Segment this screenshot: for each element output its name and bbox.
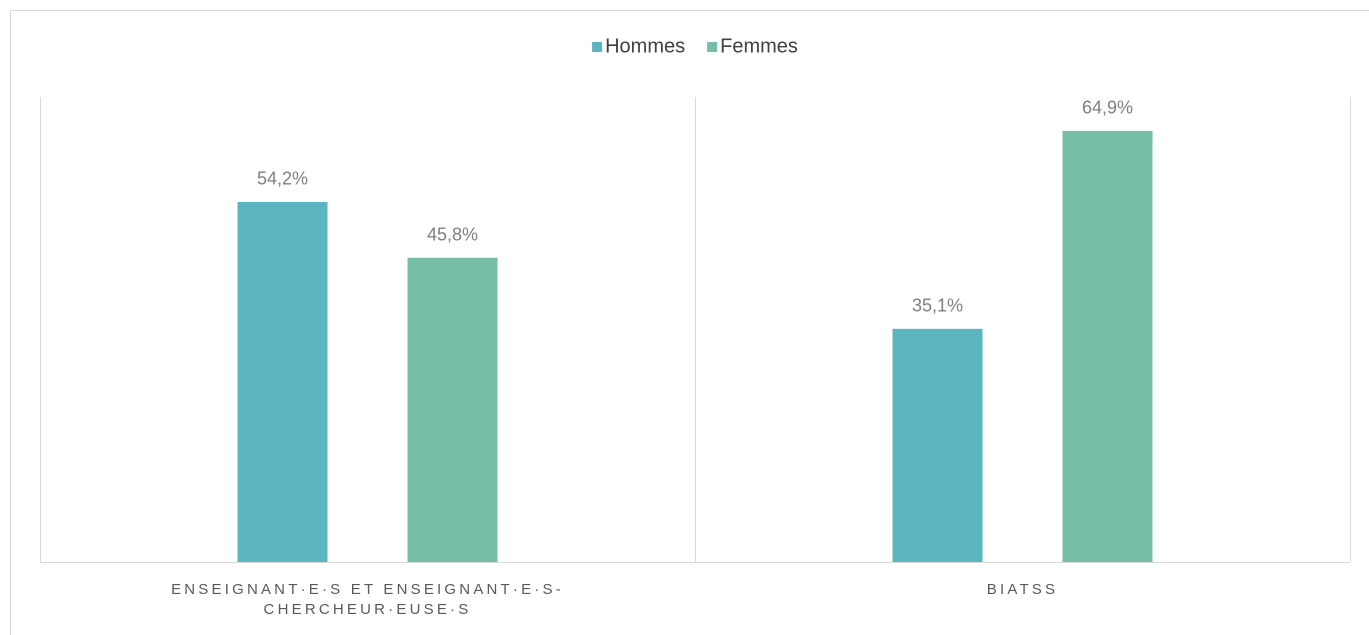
- legend-item: Hommes: [592, 35, 685, 57]
- data-label: 35,1%: [912, 296, 963, 316]
- x-tick-label: ENSEIGNANT·E·S ET ENSEIGNANT·E·S-CHERCHE…: [171, 581, 564, 618]
- legend-label: Hommes: [605, 35, 685, 57]
- legend-swatch: [707, 42, 718, 52]
- data-label: 54,2%: [257, 169, 308, 189]
- bar: [1062, 130, 1153, 562]
- chart-frame: [10, 10, 1369, 635]
- legend-item: Femmes: [707, 35, 798, 57]
- legend-label: Femmes: [720, 35, 798, 57]
- bar: [237, 201, 328, 562]
- legend-swatch: [592, 42, 603, 52]
- data-label: 45,8%: [427, 225, 478, 245]
- data-label: 64,9%: [1082, 98, 1133, 118]
- bar: [892, 328, 983, 562]
- bar: [407, 257, 498, 562]
- x-tick-label: BIATSS: [986, 581, 1059, 598]
